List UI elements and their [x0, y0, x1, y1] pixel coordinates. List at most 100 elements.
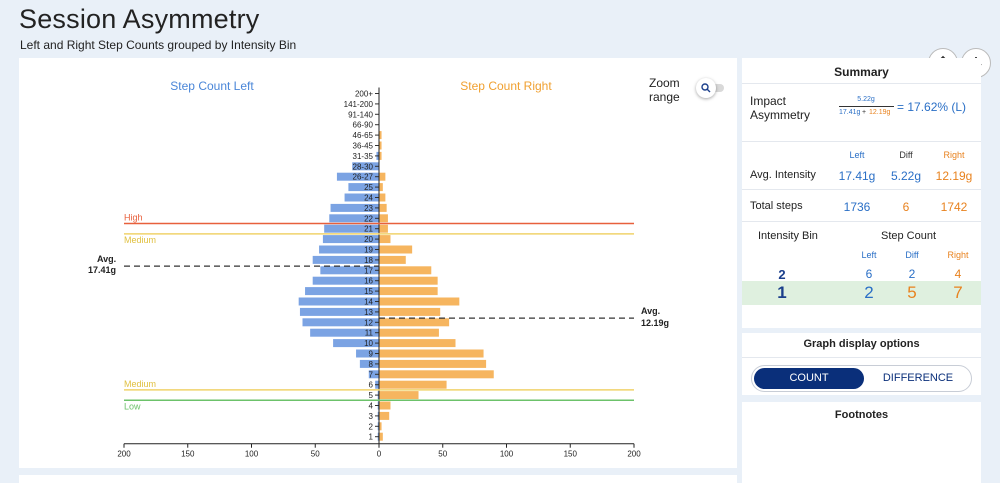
y-tick-label: 26-27	[353, 173, 374, 182]
avg-intensity-right: 12.19g	[935, 169, 973, 183]
avg-intensity-left: 17.41g	[838, 169, 876, 183]
right-bar	[379, 370, 494, 379]
step-count-heading: Step Count	[881, 230, 937, 242]
y-tick-label: 66-90	[353, 121, 374, 130]
left-bar	[324, 224, 379, 233]
y-tick-label: 28-30	[353, 162, 374, 171]
x-tick-label: 50	[438, 450, 447, 459]
y-tick-label: 24	[364, 194, 373, 203]
right-bar	[379, 349, 484, 358]
total-steps-right: 1742	[940, 200, 968, 214]
left-bar	[344, 193, 379, 202]
bin-header-right: Right	[947, 250, 969, 260]
left-bar	[302, 318, 379, 327]
header-left: Left	[849, 150, 865, 160]
left-bar	[352, 162, 379, 171]
y-tick-label: 4	[369, 402, 374, 411]
impact-asymmetry-label: Impact Asymmetry	[750, 94, 810, 122]
threshold-label: Low	[124, 401, 141, 411]
left-bar	[312, 276, 379, 285]
y-tick-label: 12	[364, 318, 373, 327]
header-diff: Diff	[899, 150, 913, 160]
y-tick-label: 31-35	[353, 152, 374, 161]
y-tick-label: 21	[364, 225, 373, 234]
left-bar	[322, 235, 379, 244]
y-tick-label: 36-45	[353, 142, 374, 151]
threshold-label: High	[124, 213, 143, 223]
magnifier-icon	[701, 83, 711, 93]
right-bar	[379, 411, 390, 420]
right-bar	[379, 266, 432, 275]
bin-row-selected[interactable]: 1 2 5 7	[742, 281, 981, 305]
zoom-range-toggle[interactable]	[696, 78, 726, 98]
right-bar	[379, 214, 388, 223]
x-tick-label: 150	[564, 450, 578, 459]
left-bar	[348, 183, 379, 192]
total-steps-left: 1736	[843, 200, 871, 214]
butterfly-chart: Step Count Left Step Count Right 200+141-2…	[88, 79, 669, 459]
left-bar	[368, 370, 379, 379]
footnotes-card: Footnotes	[742, 402, 981, 483]
bin-header-left: Left	[861, 250, 877, 260]
right-bar	[379, 183, 383, 192]
y-tick-label: 23	[364, 204, 373, 213]
y-tick-label: 16	[364, 277, 373, 286]
formula-plus: +	[862, 109, 867, 116]
chart-card: Step Count Left Step Count Right 200+ 141-2…	[19, 58, 737, 468]
right-bar	[379, 318, 450, 327]
y-tick-label: 5	[369, 391, 374, 400]
right-bar	[379, 172, 386, 181]
right-bar	[379, 276, 438, 285]
left-series-title: Step Count Left	[170, 79, 254, 93]
left-bar	[333, 339, 379, 348]
right-bar	[379, 131, 382, 140]
y-tick-label: 17	[364, 266, 373, 275]
right-bar	[379, 297, 460, 306]
left-bar	[305, 287, 379, 296]
graph-options-card: Graph display options COUNT DIFFERENCE	[742, 333, 981, 395]
avg-label-left: Avg.	[97, 254, 116, 264]
x-tick-label: 150	[181, 450, 195, 459]
bin-right: 7	[953, 283, 963, 302]
formula-denominator-right: 12.19g	[869, 109, 891, 116]
bin-left: 2	[864, 283, 874, 302]
y-tick-label: 7	[369, 370, 374, 379]
y-tick-label: 11	[365, 329, 374, 338]
right-bar	[379, 307, 441, 316]
y-tick-label: 22	[364, 214, 373, 223]
avg-value-right: 12.19g	[641, 318, 669, 328]
y-tick-label: 141-200	[344, 100, 374, 109]
summary-card: Summary Impact Asymmetry 5.22g 17.41g + …	[742, 58, 981, 328]
right-bar	[379, 339, 456, 348]
y-tick-label: 13	[364, 308, 373, 317]
x-tick-label: 100	[500, 450, 514, 459]
page-subtitle: Left and Right Step Counts grouped by In…	[20, 38, 297, 52]
right-bar	[379, 203, 387, 212]
formula-divider	[839, 106, 894, 107]
bin-right: 4	[954, 267, 962, 281]
y-tick-label: 9	[369, 350, 374, 359]
bin-number: 1	[777, 283, 787, 302]
x-tick-label: 200	[117, 450, 131, 459]
impact-asymmetry-value: = 17.62% (L)	[897, 100, 967, 114]
bin-number: 2	[778, 267, 786, 282]
y-tick-label: 14	[364, 298, 373, 307]
y-tick-label: 19	[364, 246, 373, 255]
footnotes-title: Footnotes	[834, 409, 889, 421]
total-steps-diff: 6	[902, 200, 910, 214]
count-button[interactable]: COUNT	[754, 368, 864, 389]
right-bar	[379, 359, 487, 368]
header-right: Right	[943, 150, 965, 160]
right-series-title: Step Count Right	[460, 79, 552, 93]
bin-header-diff: Diff	[905, 250, 919, 260]
left-bar	[319, 245, 379, 254]
difference-button[interactable]: DIFFERENCE	[882, 372, 954, 384]
x-tick-label: 100	[245, 450, 259, 459]
y-tick-label: 2	[369, 422, 374, 431]
right-bar	[379, 432, 383, 441]
left-bar	[356, 349, 379, 358]
right-bar	[379, 245, 413, 254]
right-bar	[379, 235, 391, 244]
x-tick-label: 0	[377, 450, 382, 459]
y-tick-label: 200+	[355, 90, 373, 99]
